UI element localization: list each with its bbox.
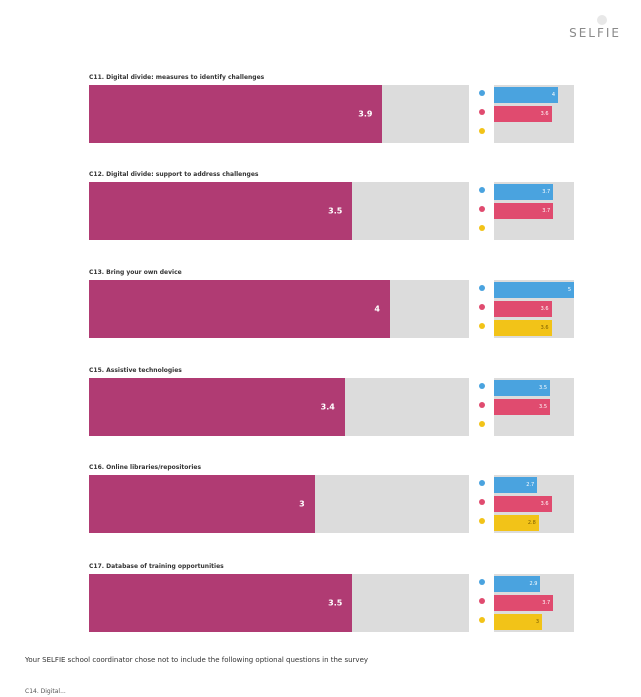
main-bar-value: 3.5 [328,598,343,608]
teacher-icon [479,499,485,505]
breakdown-value: 3.5 [539,385,547,391]
main-bar-track: 3.4 [89,378,469,436]
student-icon [479,617,485,623]
main-bar-value: 4 [374,304,380,314]
breakdown-track: 5 3.6 3.6 [494,280,574,338]
chart-section-1: C11. Digital divide: measures to identif… [89,74,589,159]
teacher-icon [479,304,485,310]
main-bar-value: 3.9 [358,109,373,119]
chart-section-6: C17. Database of training opportunities 3… [89,563,589,648]
breakdown-value: 4 [551,92,555,98]
breakdown-bar-teachers: 3.6 [494,106,552,122]
teacher-icon [479,206,485,212]
breakdown-value: 3 [535,619,539,625]
main-bar-track: 3.5 [89,182,469,240]
main-bar-value: 3.4 [320,402,335,412]
chart-section-5: C16. Online libraries/repositories 3 2.7 3.… [89,464,589,549]
school-leader-icon [479,480,485,486]
section-title: C16. Online libraries/repositories [89,464,202,471]
breakdown-value: 2.8 [527,520,536,526]
breakdown-bar-teachers: 3.7 [494,203,554,219]
breakdown-bar-leaders: 3.7 [494,184,554,200]
breakdown-track: 3.5 3.5 [494,378,574,436]
breakdown-value: 3.7 [542,189,551,195]
logo-mark-icon [597,15,607,25]
breakdown-value: 5 [567,287,571,293]
breakdown-bar-students: 3.6 [494,320,552,336]
school-leader-icon [479,579,485,585]
section-title: C17. Database of training opportunities [89,563,224,570]
school-leader-icon [479,383,485,389]
teacher-icon [479,402,485,408]
school-leader-icon [479,187,485,193]
chart-section-3: C13. Bring your own device 4 5 3.6 3.6 [89,269,589,354]
breakdown-bar-leaders: 5 [494,282,574,298]
breakdown-track: 2.7 3.6 2.8 [494,475,574,533]
main-bar-value: 3.5 [328,206,343,216]
breakdown-bar-teachers: 3.7 [494,595,554,611]
footer-sub: C14. Digital... [25,688,66,695]
school-leader-icon [479,285,485,291]
main-bar-track: 4 [89,280,469,338]
main-bar: 3.5 [89,182,353,240]
breakdown-value: 3.5 [539,404,547,410]
breakdown-bar-teachers: 3.6 [494,496,552,512]
main-bar-track: 3.9 [89,85,469,143]
section-title: C11. Digital divide: measures to identif… [89,74,265,81]
main-bar: 3.4 [89,378,345,436]
section-title: C13. Bring your own device [89,269,182,276]
breakdown-value: 3.7 [542,600,551,606]
main-bar-value: 3 [299,499,305,509]
breakdown-value: 3.6 [540,111,549,117]
breakdown-track: 3.7 3.7 [494,182,574,240]
breakdown-value: 2.7 [526,482,535,488]
school-leader-icon [479,90,485,96]
student-icon [479,518,485,524]
chart-section-4: C15. Assistive technologies 3.4 3.5 3.5 [89,367,589,452]
student-icon [479,421,485,427]
breakdown-value: 3.7 [542,208,551,214]
main-bar-track: 3 [89,475,469,533]
main-bar: 4 [89,280,390,338]
breakdown-bar-students: 2.8 [494,515,539,531]
selfie-logo: SELFIE [569,26,621,40]
student-icon [479,128,485,134]
breakdown-value: 2.9 [529,581,538,587]
breakdown-bar-leaders: 3.5 [494,380,550,396]
breakdown-value: 3.6 [540,501,549,507]
section-title: C12. Digital divide: support to address … [89,171,259,178]
main-bar-track: 3.5 [89,574,469,632]
breakdown-track: 2.9 3.7 3 [494,574,574,632]
teacher-icon [479,109,485,115]
breakdown-value: 3.6 [540,306,549,312]
footer-note: Your SELFIE school coordinator chose not… [25,656,369,664]
breakdown-bar-students: 3 [494,614,542,630]
breakdown-bar-teachers: 3.5 [494,399,550,415]
breakdown-value: 3.6 [540,325,549,331]
main-bar: 3 [89,475,315,533]
main-bar: 3.9 [89,85,383,143]
student-icon [479,225,485,231]
breakdown-bar-leaders: 2.9 [494,576,541,592]
breakdown-bar-leaders: 4 [494,87,558,103]
chart-section-2: C12. Digital divide: support to address … [89,171,589,256]
breakdown-bar-teachers: 3.6 [494,301,552,317]
section-title: C15. Assistive technologies [89,367,182,374]
breakdown-track: 4 3.6 [494,85,574,143]
breakdown-bar-leaders: 2.7 [494,477,538,493]
main-bar: 3.5 [89,574,353,632]
teacher-icon [479,598,485,604]
student-icon [479,323,485,329]
